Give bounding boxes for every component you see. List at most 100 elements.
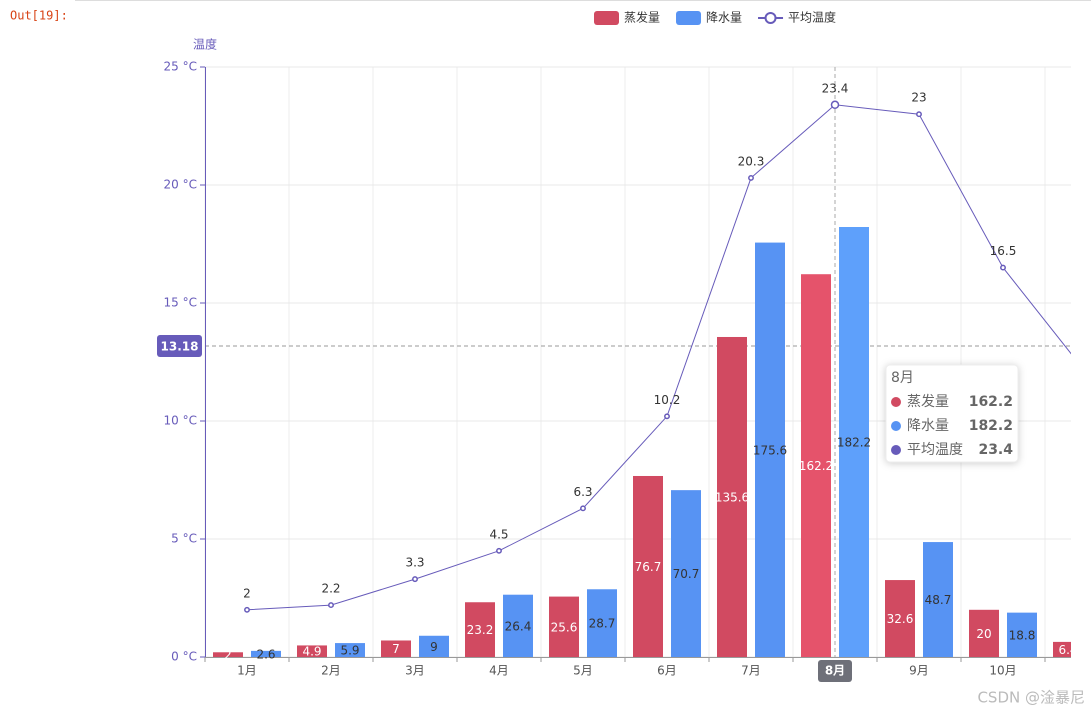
plot: 2 4.9 7 23.2 25.6 76.7 135.6 162.2 32.6 20 6.4 2.6 5… [204,66,1091,682]
point [1000,264,1006,271]
legend-swatch [764,12,777,24]
bar [885,580,915,657]
pointer-y-label: 13.18 [161,339,199,353]
x-tick-label: 7月 [741,664,761,678]
bar-label: 9 [430,640,438,654]
bar-label: 2.6 [256,647,275,661]
point-label: 16.5 [990,244,1017,258]
legend-label: 平均温度 [788,10,836,25]
bar-label: 2 [224,648,232,662]
point [328,602,334,609]
bar-label: 76.7 [635,560,662,574]
point-label: 23 [911,91,926,105]
tooltip-value: 162.2 [969,394,1013,410]
bar [969,609,999,657]
tooltip-value: 182.2 [969,418,1013,434]
x-tick-label: 3月 [405,664,425,678]
point [412,576,418,583]
pointer-x-label-bg [818,660,852,682]
bar [335,643,365,657]
bar-label: 6.4 [1058,643,1077,657]
bar-label: 175.6 [753,443,787,457]
overlay: 0 °C5 °C10 °C15 °C20 °C25 °C13.18蒸发量 降水量平… [157,10,1019,664]
output-prompt: Out[19]: [10,9,68,23]
x-tick-label: 10月 [989,664,1016,678]
y-axis-name: 温度 [193,37,217,52]
legend-swatch [594,11,619,25]
bar [839,227,869,657]
bar-label: 5.9 [340,644,359,658]
x-tick-label: 8月 [825,664,845,678]
x-tick-label: 5月 [573,664,593,678]
bar [801,274,831,657]
point-label: 4.5 [489,527,508,541]
bar-label: 32.6 [887,612,914,626]
bar-label: 26.4 [505,619,532,633]
bar [1007,612,1037,657]
x-tick-label: 4月 [489,664,509,678]
bar-label: 135.6 [715,490,749,504]
tooltip-title: 8月 [891,370,914,386]
y-tick-label: 20 °C [164,178,197,192]
bar-label: 182.2 [837,436,871,450]
legend-swatch [676,11,702,25]
bar [755,242,785,658]
point [916,111,922,118]
tooltip-value: 23.4 [978,442,1013,458]
tooltip-dot [891,445,901,455]
tooltip-name: 蒸发量 [907,394,949,410]
bar [465,602,495,657]
bar-label: 162.2 [799,459,833,473]
point [1085,372,1089,376]
point-label: 23.4 [822,81,849,95]
pointer-y-label-bg [157,334,202,357]
bar-label: 28.7 [589,617,616,631]
point-label: 20.3 [738,154,765,168]
point-label: 2.2 [321,582,340,596]
bar-label: 23.2 [467,623,494,637]
point-label: 10.2 [654,393,681,407]
bar [671,490,701,657]
tooltip-dot [891,397,901,407]
bar-label: 4.9 [302,645,321,659]
legend-label: 降水量 [706,11,742,25]
bar-label: 7 [392,642,400,656]
point-label: 3.3 [405,556,424,570]
bar [503,594,533,657]
bar [1053,641,1071,657]
bar [297,645,327,657]
tooltip-name: 降水量 [907,418,949,434]
y-tick-label: 25 °C [164,60,197,74]
bar [251,650,281,657]
bar [419,635,449,657]
x-tick-label: 1月 [237,664,257,678]
x-tick-label: 9月 [909,664,929,678]
point-label: 2 [243,586,251,600]
bar-label: 25.6 [551,620,578,634]
point [244,606,250,613]
point [664,413,670,420]
tooltip-dot [891,421,901,431]
bar [381,640,411,657]
point [830,100,840,110]
legend-label: 蒸发量 [624,10,660,25]
point [496,547,502,554]
point [748,174,754,181]
bar-label: 18.8 [1009,628,1036,642]
bar-label: 48.7 [925,593,952,607]
y-tick-label: 10 °C [164,414,197,428]
x-tick-label: 2月 [321,664,341,678]
bar [587,589,617,657]
x-tick-label: 6月 [657,664,677,678]
point-label: 6.3 [573,485,592,499]
bar [549,596,579,657]
y-tick-label: 5 °C [171,532,197,546]
y-tick-label: 15 °C [164,296,197,310]
tooltip [885,364,1019,463]
bar [213,652,243,657]
watermark: CSDN @淦暴尼 [977,689,1085,707]
point-label: 12 [1079,350,1091,364]
bar-label: 20 [976,627,991,641]
